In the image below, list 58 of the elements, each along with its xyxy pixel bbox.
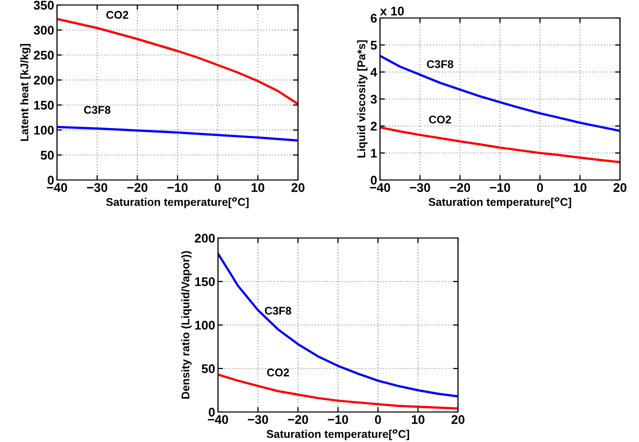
- y-tick-label: 250: [34, 50, 54, 60]
- y-tick-label: 0: [48, 176, 54, 185]
- x-tick-label: 20: [291, 183, 304, 192]
- series-label: CO2: [429, 116, 451, 124]
- y-tick-label: 50: [40, 150, 54, 160]
- x-tick-label: −20: [288, 415, 308, 424]
- x-axis-title: Saturation temperature[$^{o}$C]: [266, 429, 410, 440]
- y-tick-label: 150: [34, 100, 54, 110]
- series-label: C3F8: [84, 106, 110, 114]
- y-tick-label: 200: [194, 234, 215, 243]
- line-series: [218, 252, 458, 398]
- x-tick-label: −40: [370, 183, 390, 192]
- y-tick-label: 1: [371, 148, 377, 158]
- x-tick-label: −20: [127, 183, 148, 192]
- y-tick-label: 200: [34, 76, 54, 85]
- line-series: [57, 126, 298, 142]
- text: x 10: [380, 6, 404, 16]
- y-tick-label: 100: [34, 126, 54, 135]
- x-tick-label: −10: [167, 183, 188, 192]
- x-tick-label: −10: [328, 415, 348, 424]
- x-tick-label: −30: [410, 183, 430, 192]
- y-axis-title: Liquid viscosity [Pa*s]: [357, 40, 368, 158]
- y-axis-title: Density ratio (Liquid/Vapor)): [181, 251, 192, 399]
- series-label: C3F8: [426, 60, 454, 68]
- x-tick-label: −30: [248, 415, 268, 424]
- y-tick-label: 5: [370, 40, 377, 50]
- x-axis-title: Saturation temperature[$^{o}$C]: [106, 197, 249, 208]
- series-label: CO2: [106, 10, 128, 19]
- x-tick-label: −10: [490, 183, 510, 192]
- x-tick-label: 10: [412, 415, 424, 424]
- line-series: [380, 126, 620, 164]
- y-tick-label: 300: [34, 26, 54, 35]
- series-label: C3F8: [264, 306, 292, 315]
- y-tick-label: 0: [208, 408, 215, 417]
- x-tick-label: 20: [613, 183, 626, 192]
- y-tick-label: 2: [370, 122, 377, 131]
- x-axis-title: Saturation temperature[$^{o}$C]: [428, 197, 572, 208]
- x-tick-label: 10: [252, 183, 264, 192]
- x-tick-label: −20: [450, 183, 470, 192]
- y-axis-title: Latent heat [kJ/kg]: [20, 44, 31, 141]
- y-tick-label: 150: [195, 277, 215, 286]
- x-tick-label: −40: [208, 415, 228, 424]
- x-tick-label: −40: [46, 183, 68, 192]
- x-tick-label: −30: [87, 183, 108, 192]
- x-tick-label: 0: [537, 183, 543, 192]
- y-tick-label: 4: [370, 68, 378, 77]
- y-tick-label: 100: [195, 320, 215, 330]
- y-tick-label: 6: [370, 14, 377, 23]
- x-tick-label: 20: [451, 415, 464, 424]
- y-tick-label: 3: [370, 94, 377, 104]
- y-tick-label: 50: [202, 364, 215, 374]
- series-label: CO2: [267, 368, 289, 376]
- line-series: [380, 54, 620, 132]
- x-tick-label: 0: [214, 183, 221, 192]
- y-tick-label: 0: [370, 176, 377, 185]
- line-series: [57, 18, 298, 106]
- x-tick-label: 10: [574, 183, 586, 192]
- y-tick-label: 350: [34, 0, 54, 10]
